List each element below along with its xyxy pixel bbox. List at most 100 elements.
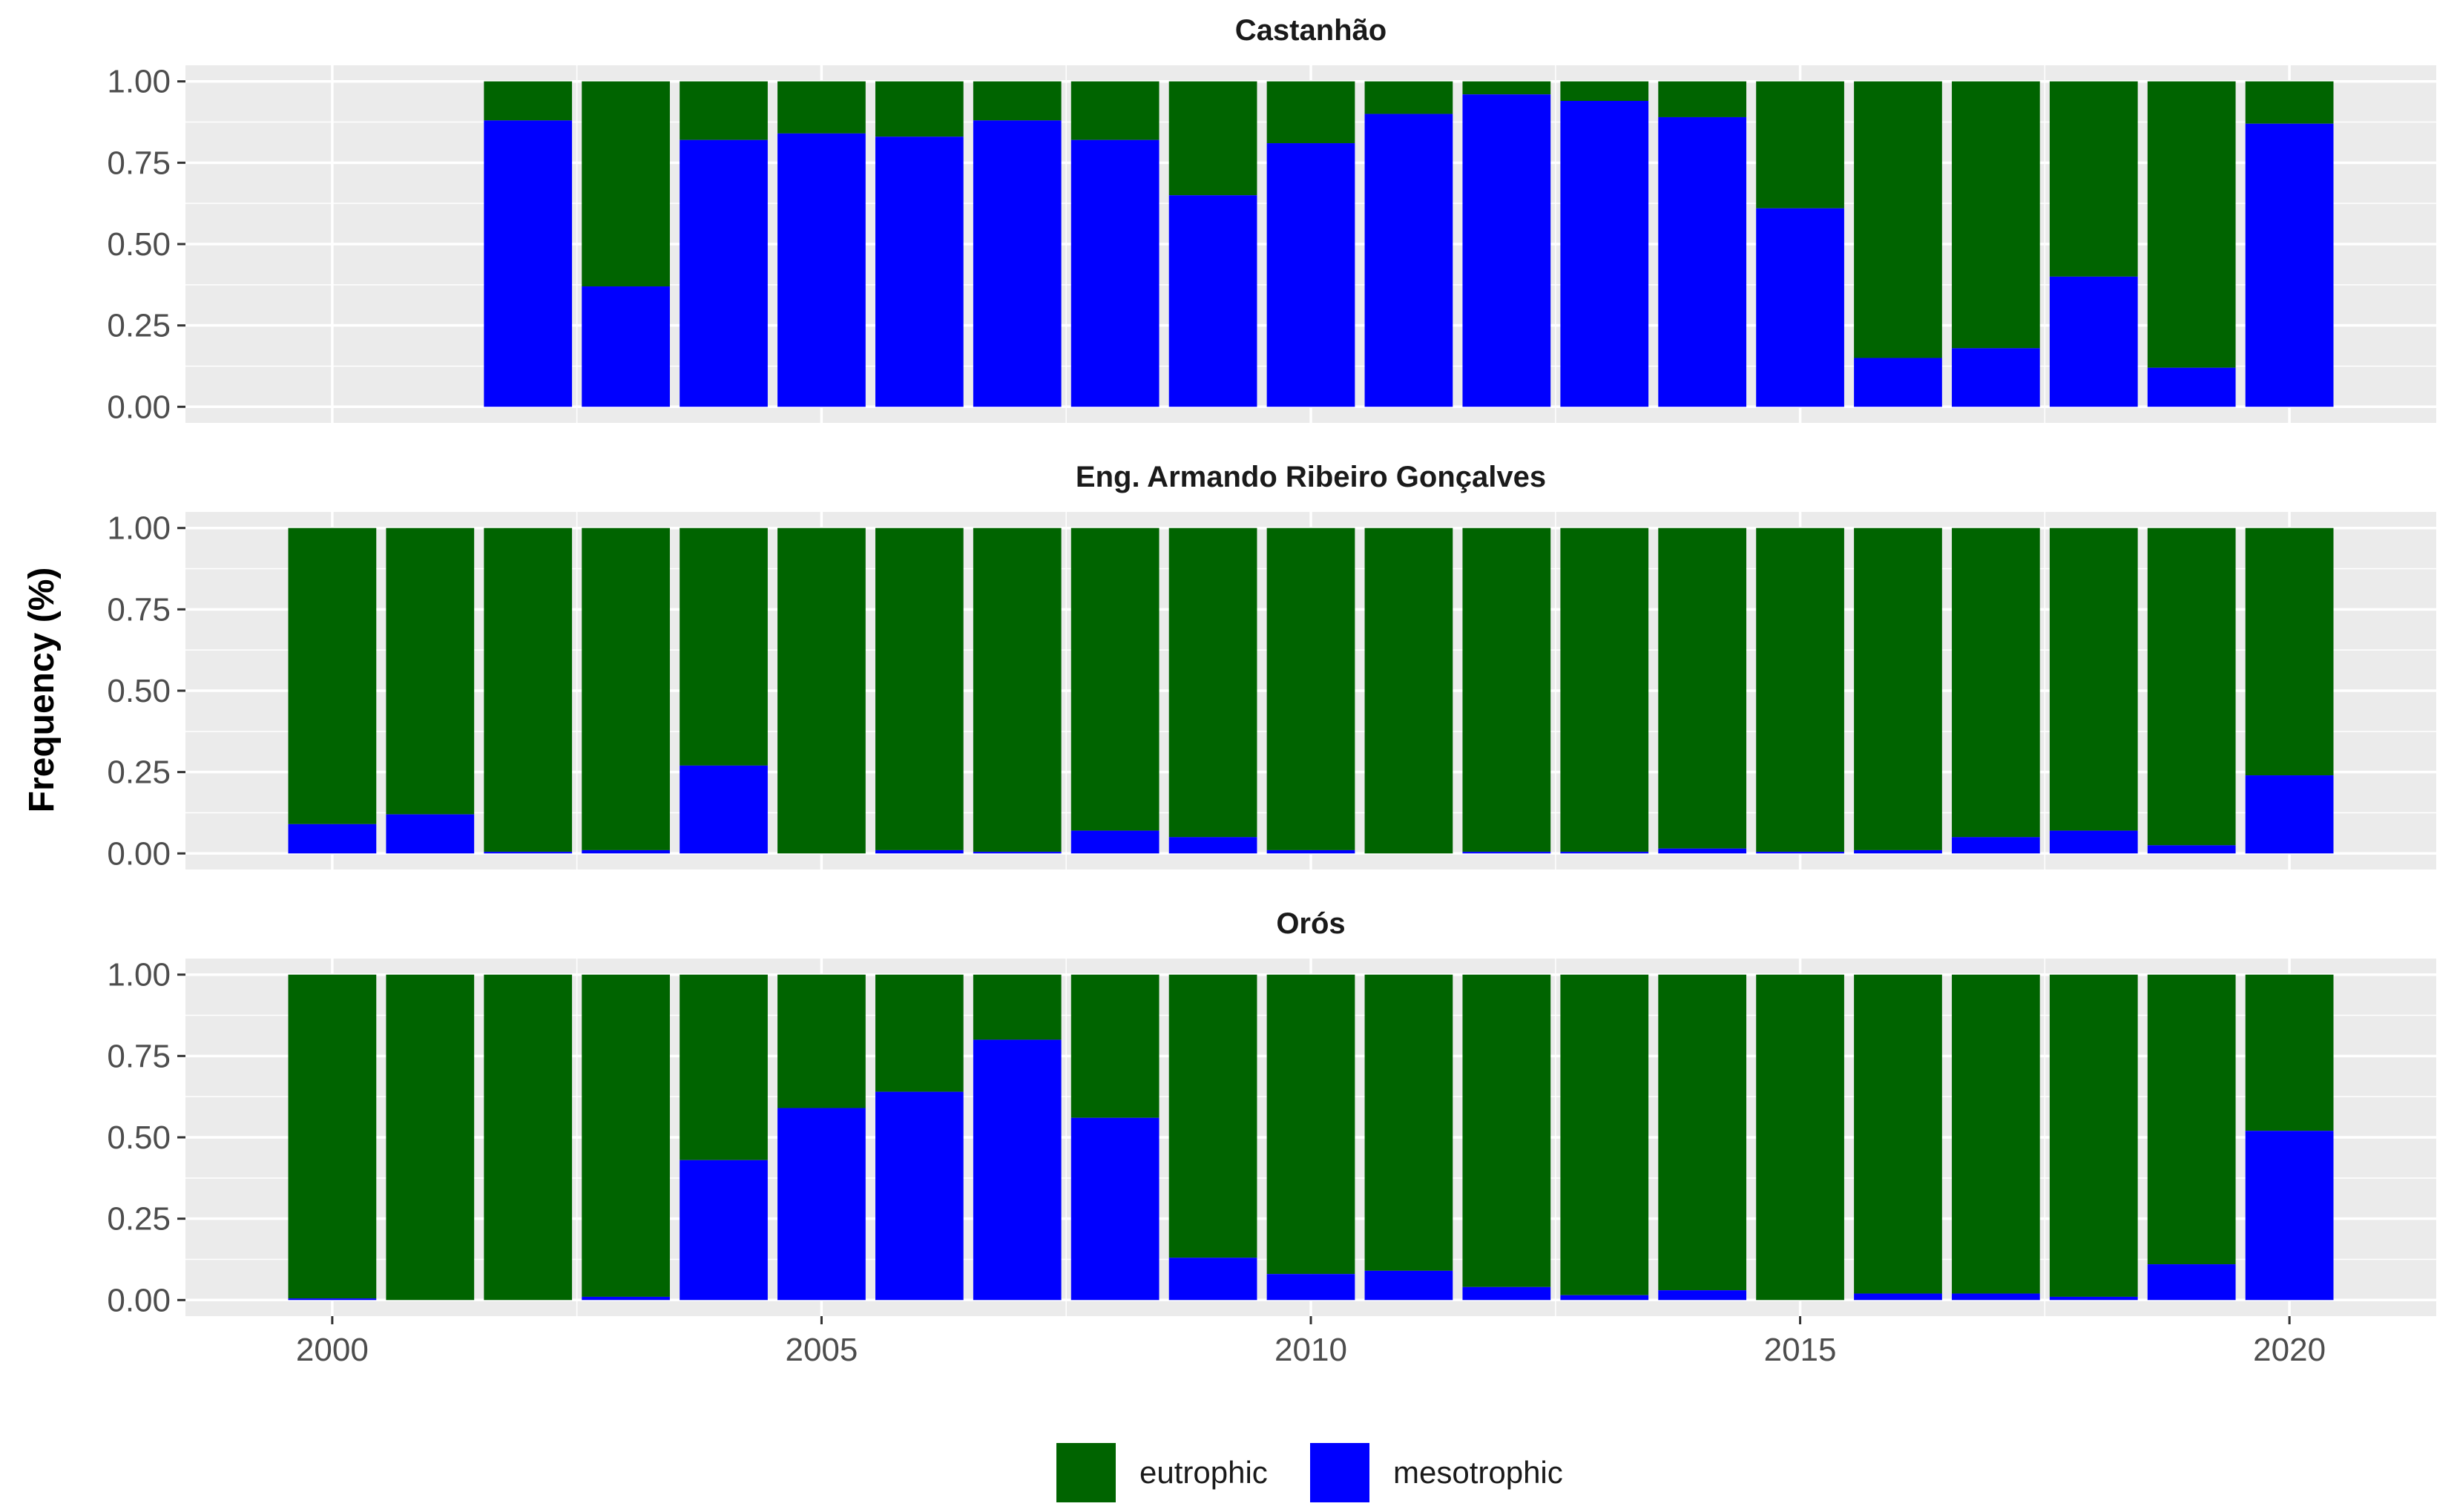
bar-eutrophic-2011: [1364, 974, 1453, 1271]
bar-mesotrophic-2009: [1168, 195, 1257, 407]
y-axis-title: Frequency (%): [22, 568, 62, 813]
bar-eutrophic-2008: [1070, 527, 1160, 831]
bar-eutrophic-2010: [1266, 527, 1355, 850]
legend-label-mesotrophic: mesotrophic: [1393, 1455, 1563, 1490]
y-tick-label: 0.75: [107, 591, 171, 628]
bar-eutrophic-2016: [1854, 974, 1942, 1294]
y-tick-label: 0.50: [107, 673, 171, 709]
panel-strip: [185, 457, 2436, 507]
bar-eutrophic-2019: [2147, 527, 2236, 846]
x-tick-label: 2020: [2253, 1332, 2326, 1368]
bar-mesotrophic-2003: [582, 849, 670, 854]
bar-eutrophic-2007: [973, 527, 1062, 852]
bar-eutrophic-2016: [1854, 81, 1942, 358]
bar-eutrophic-2011: [1364, 527, 1453, 854]
bar-mesotrophic-2016: [1854, 1293, 1942, 1301]
bar-eutrophic-2014: [1658, 81, 1747, 117]
bar-eutrophic-2002: [484, 974, 573, 1301]
bar-eutrophic-2004: [680, 974, 768, 1160]
bar-mesotrophic-2019: [2147, 1264, 2236, 1301]
bar-mesotrophic-2010: [1266, 143, 1355, 407]
bar-eutrophic-2020: [2245, 81, 2334, 124]
bar-eutrophic-2017: [1952, 974, 2040, 1294]
bar-eutrophic-2006: [875, 527, 964, 850]
bar-mesotrophic-2000: [288, 1298, 377, 1301]
bar-eutrophic-2004: [680, 527, 768, 766]
bar-mesotrophic-2003: [582, 286, 670, 407]
bar-mesotrophic-2013: [1560, 1295, 1649, 1301]
y-tick-label: 0.00: [107, 1282, 171, 1318]
bar-eutrophic-2019: [2147, 81, 2236, 368]
bar-mesotrophic-2001: [386, 814, 475, 854]
bar-eutrophic-2006: [875, 81, 964, 137]
bar-eutrophic-2001: [386, 974, 475, 1301]
bar-eutrophic-2018: [2049, 81, 2138, 277]
x-tick-label: 2005: [785, 1332, 858, 1368]
bar-eutrophic-2017: [1952, 81, 2040, 349]
bar-mesotrophic-2006: [875, 1091, 964, 1301]
bar-eutrophic-2014: [1658, 974, 1747, 1291]
bar-mesotrophic-2006: [875, 137, 964, 407]
bar-eutrophic-2013: [1560, 81, 1649, 102]
bar-eutrophic-2010: [1266, 81, 1355, 144]
panel-strip: [185, 10, 2436, 61]
bar-mesotrophic-2011: [1364, 114, 1453, 407]
bar-mesotrophic-2014: [1658, 1290, 1747, 1301]
bar-mesotrophic-2000: [288, 824, 377, 854]
x-tick-label: 2015: [1764, 1332, 1837, 1368]
bar-eutrophic-2006: [875, 974, 964, 1092]
bar-eutrophic-2012: [1462, 81, 1551, 95]
bar-mesotrophic-2016: [1854, 358, 1942, 407]
bar-eutrophic-2010: [1266, 974, 1355, 1275]
bar-eutrophic-2005: [777, 527, 866, 854]
bar-mesotrophic-2012: [1462, 1286, 1551, 1301]
bar-mesotrophic-2014: [1658, 848, 1747, 854]
bar-mesotrophic-2010: [1266, 1274, 1355, 1301]
y-tick-label: 0.75: [107, 1038, 171, 1074]
bar-mesotrophic-2012: [1462, 852, 1551, 854]
bar-mesotrophic-2008: [1070, 139, 1160, 407]
bar-eutrophic-2012: [1462, 974, 1551, 1287]
y-tick-label: 0.00: [107, 389, 171, 425]
legend-swatch-mesotrophic: [1310, 1443, 1369, 1502]
bar-mesotrophic-2013: [1560, 852, 1649, 854]
bar-eutrophic-2009: [1168, 527, 1257, 838]
bar-eutrophic-2009: [1168, 974, 1257, 1258]
bar-mesotrophic-2002: [484, 852, 573, 854]
bar-mesotrophic-2004: [680, 139, 768, 407]
bar-mesotrophic-2004: [680, 1160, 768, 1301]
bar-eutrophic-2002: [484, 81, 573, 121]
y-tick-label: 0.75: [107, 145, 171, 181]
bar-mesotrophic-2014: [1658, 116, 1747, 407]
bar-eutrophic-2000: [288, 974, 377, 1299]
y-tick-label: 0.00: [107, 835, 171, 872]
bar-eutrophic-2015: [1756, 974, 1844, 1301]
y-tick-label: 0.25: [107, 1201, 171, 1237]
bar-mesotrophic-2017: [1952, 837, 2040, 854]
bar-eutrophic-2005: [777, 974, 866, 1108]
bar-eutrophic-2013: [1560, 974, 1649, 1295]
bar-eutrophic-2008: [1070, 974, 1160, 1118]
bar-mesotrophic-2009: [1168, 1258, 1257, 1301]
y-tick-label: 0.50: [107, 1120, 171, 1156]
bar-mesotrophic-2004: [680, 765, 768, 854]
bar-mesotrophic-2019: [2147, 367, 2236, 407]
bar-mesotrophic-2013: [1560, 101, 1649, 407]
bar-eutrophic-2003: [582, 527, 670, 850]
bar-mesotrophic-2015: [1756, 852, 1844, 854]
bar-eutrophic-2015: [1756, 81, 1844, 208]
y-tick-label: 1.00: [107, 510, 171, 547]
bar-mesotrophic-2020: [2245, 1131, 2334, 1301]
bar-mesotrophic-2005: [777, 1108, 866, 1301]
y-tick-label: 1.00: [107, 64, 171, 100]
bar-eutrophic-2012: [1462, 527, 1551, 852]
bar-eutrophic-2008: [1070, 81, 1160, 140]
bar-mesotrophic-2019: [2147, 845, 2236, 854]
panel-title: Orós: [1276, 907, 1345, 940]
bar-eutrophic-2001: [386, 527, 475, 815]
bar-eutrophic-2007: [973, 81, 1062, 121]
bar-eutrophic-2018: [2049, 527, 2138, 831]
y-tick-label: 0.25: [107, 308, 171, 344]
